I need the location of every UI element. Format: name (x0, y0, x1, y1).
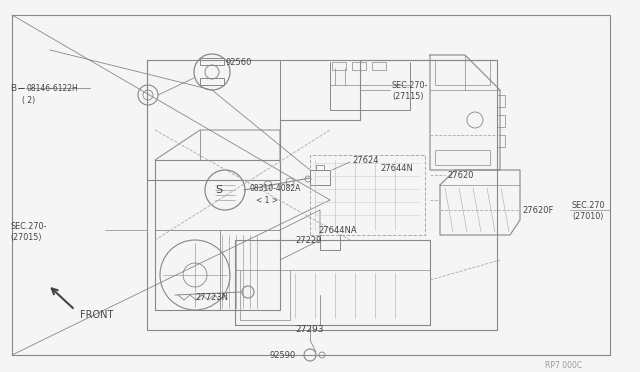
Text: ( 2): ( 2) (22, 96, 35, 105)
Text: 27229: 27229 (295, 235, 321, 244)
Bar (352, 62, 366, 70)
Bar (372, 62, 386, 70)
Text: 27293: 27293 (295, 326, 323, 334)
Text: 27620F: 27620F (522, 205, 554, 215)
Text: 92560: 92560 (226, 58, 252, 67)
Text: (27015): (27015) (10, 232, 42, 241)
Text: SEC.270-: SEC.270- (10, 221, 46, 231)
Text: 27723N: 27723N (195, 294, 228, 302)
Text: 08146-6122H: 08146-6122H (26, 83, 77, 93)
Text: SEC.270: SEC.270 (572, 201, 605, 209)
Text: FRONT: FRONT (80, 310, 113, 320)
Text: (27010): (27010) (572, 212, 604, 221)
Text: 08310-4082A: 08310-4082A (250, 183, 301, 192)
Text: S: S (216, 185, 223, 195)
Text: < 1 >: < 1 > (256, 196, 278, 205)
Bar (316, 165, 324, 170)
Text: RP7 000C: RP7 000C (545, 360, 582, 369)
Bar (435, 60, 490, 85)
Text: 92590: 92590 (270, 350, 296, 359)
Text: (27115): (27115) (392, 92, 424, 100)
Bar (435, 150, 490, 165)
Bar (200, 78, 224, 85)
Bar (497, 95, 505, 107)
Text: 27624: 27624 (352, 155, 378, 164)
Bar (332, 62, 346, 70)
Text: SEC.270-: SEC.270- (392, 80, 428, 90)
Bar (497, 115, 505, 127)
Text: 27644NA: 27644NA (318, 225, 356, 234)
Bar (497, 135, 505, 147)
Text: 27620: 27620 (447, 170, 474, 180)
Bar (147, 60, 497, 330)
Bar (200, 58, 224, 65)
Text: 27644N: 27644N (380, 164, 413, 173)
Bar (310, 155, 425, 235)
Text: B: B (10, 83, 16, 93)
Bar (310, 170, 330, 185)
